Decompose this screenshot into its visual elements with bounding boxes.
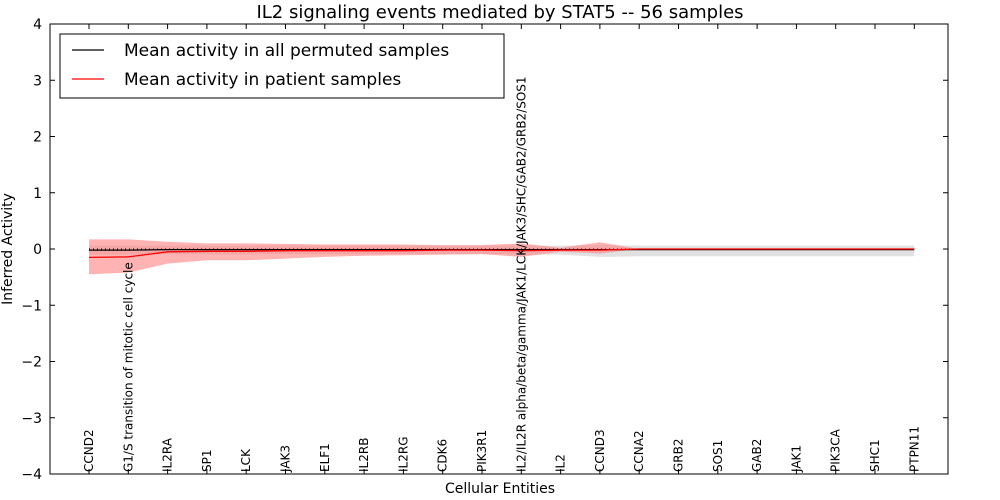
y-tick-label: −3 (21, 411, 42, 427)
x-tick-label: GAB2 (750, 439, 764, 472)
x-tick-label: IL2RB (357, 438, 371, 472)
y-tick-label: 4 (33, 17, 42, 33)
y-tick-label: 0 (33, 242, 42, 258)
legend-entry-permuted: Mean activity in all permuted samples (124, 41, 449, 61)
y-tick-label: −2 (21, 355, 42, 371)
legend-box (59, 33, 505, 99)
x-tick-label: IL2/IL2R alpha/beta/gamma/JAK1/LCK/JAK3/… (514, 76, 528, 472)
x-tick-label: SP1 (200, 450, 214, 473)
y-tick-label: −1 (21, 298, 42, 314)
series-lines (88, 248, 915, 259)
x-tick-label: ELF1 (318, 443, 332, 472)
legend-entry-patient: Mean activity in patient samples (124, 70, 401, 90)
x-tick-label: IL2RA (161, 437, 175, 472)
x-tick-label: IL2 (554, 454, 568, 472)
series-line-patient (88, 248, 915, 259)
x-tick-label: JAK3 (279, 445, 293, 473)
x-tick-label: PIK3CA (829, 428, 843, 472)
y-tick-label: −4 (21, 467, 42, 483)
x-tick-label: PTPN11 (907, 426, 921, 472)
x-tick-label: G1/S transition of mitotic cell cycle (121, 262, 135, 472)
y-tick-label: 3 (33, 73, 42, 89)
x-tick-label: SOS1 (711, 440, 725, 472)
x-tick-label: CDK6 (436, 439, 450, 472)
x-tick-label: CCND2 (82, 429, 96, 472)
x-axis: CCND2 G1/S transition of mitotic cell cyc… (82, 24, 921, 474)
x-tick-label: PIK3R1 (475, 430, 489, 472)
x-tick-label: IL2RG (396, 437, 410, 473)
x-tick-label: SHC1 (868, 439, 882, 472)
x-tick-label: GRB2 (672, 438, 686, 472)
y-axis: −4 −3 −2 −1 0 1 2 3 4 (21, 17, 948, 483)
x-tick-label: CCNA2 (632, 430, 646, 472)
x-tick-label: JAK1 (789, 445, 803, 473)
chart-title: IL2 signaling events mediated by STAT5 -… (256, 2, 743, 23)
legend: Mean activity in all permuted samples Me… (59, 33, 505, 99)
y-axis-label: Inferred Activity (0, 193, 16, 305)
x-tick-label: LCK (239, 448, 253, 472)
y-tick-label: 2 (33, 130, 42, 146)
y-tick-label: 1 (33, 186, 42, 202)
x-axis-label: Cellular Entities (445, 481, 555, 497)
x-tick-label: CCND3 (593, 429, 607, 472)
band-patient (89, 239, 915, 275)
